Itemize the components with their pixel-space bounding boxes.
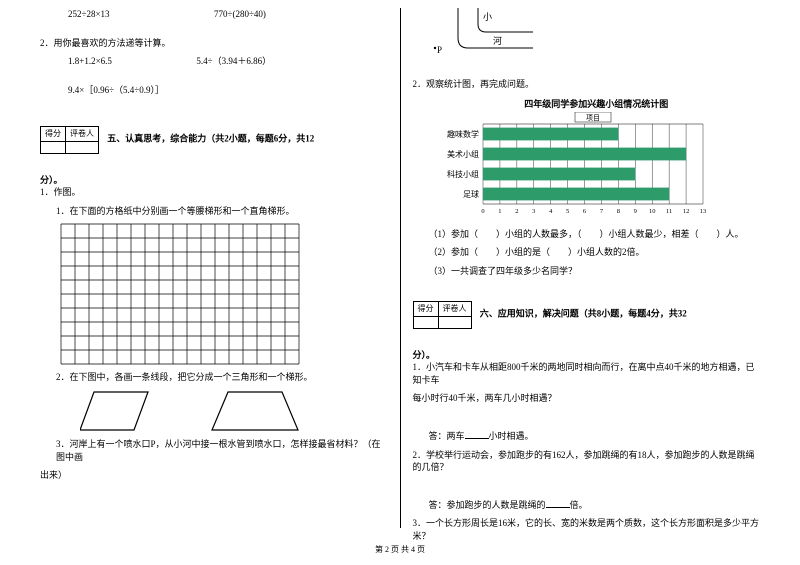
svg-text:13: 13 <box>699 208 706 215</box>
chart-q2: （2）参加（ ）小组的是（ ）小组人数的2倍。 <box>413 246 761 259</box>
left-column: 252÷28×13 770÷(280÷40) 2．用你最喜欢的方法递等计算。 1… <box>30 8 398 540</box>
svg-text:5: 5 <box>565 208 568 215</box>
svg-text:12: 12 <box>682 208 689 215</box>
column-divider <box>400 8 401 528</box>
river-diagram: 小 河 P <box>423 8 543 78</box>
calc-expr-1: 252÷28×13 <box>68 9 110 19</box>
svg-text:趣味数学: 趣味数学 <box>447 129 479 139</box>
svg-text:科技小组: 科技小组 <box>447 169 479 179</box>
q5-1a: 1．在下面的方格纸中分别画一个等腰梯形和一个直角梯形。 <box>40 205 388 218</box>
score-box-2: 得分评卷人 <box>413 301 472 328</box>
q6-1b: 每小时行40千米，两车几小时相遇？ <box>413 392 761 405</box>
q6-3: 3．一个长方形周长是16米，它的长、宽的米数是两个质数，这个长方形面积是多少平方… <box>413 517 761 542</box>
section6-row: 得分评卷人 六、应用知识，解决问题（共8小题，每题4分，共32 <box>413 301 761 328</box>
q5-1c: 3．河岸上有一个喷水口P，从小河中接一根水管到喷水口，怎样接最省材料？（在图中画 <box>40 438 388 463</box>
river-label-1: 小 <box>483 12 492 22</box>
grid-paper <box>60 223 300 365</box>
ans2: 答：参加跑步的人数是跳绳的倍。 <box>413 498 761 512</box>
section5-fen: 分）。 <box>40 175 63 185</box>
svg-text:美术小组: 美术小组 <box>447 149 479 159</box>
q2c: 9.4×［0.96÷（5.4÷0.9）］ <box>40 84 388 97</box>
chart-container: 四年级同学参加兴趣小组情况统计图 项目012345678910111213趣味数… <box>433 97 761 224</box>
score-label-2: 得分 <box>413 302 438 316</box>
svg-text:7: 7 <box>599 208 603 215</box>
section5-row: 得分评卷人 五、认真思考，综合能力（共2小题，每题6分，共12 <box>40 126 388 153</box>
svg-text:11: 11 <box>666 208 672 215</box>
point-p-label: P <box>437 45 442 55</box>
svg-text:6: 6 <box>582 208 586 215</box>
trapezoid-shape <box>210 390 300 432</box>
calc-row: 252÷28×13 770÷(280÷40) <box>40 8 388 21</box>
svg-text:9: 9 <box>633 208 636 215</box>
q2a: 1.8+1.2×6.5 <box>68 56 112 66</box>
chart-q1: （1）参加（ ）小组的人数最多，（ ）小组人数最少，相差（ ）人。 <box>413 228 761 241</box>
section6-fen: 分）。 <box>413 350 436 360</box>
ans1: 答：两车小时相遇。 <box>413 429 761 443</box>
q6-2: 2．学校举行运动会，参加跑步的有162人，参加跳绳的有18人，参加跑步的人数是跳… <box>413 449 761 474</box>
grader-label: 评卷人 <box>66 127 99 141</box>
parallelogram-shape <box>80 390 150 432</box>
chart-q3: （3）一共调查了四年级多少名同学？ <box>413 265 761 278</box>
q6-1a: 1．小汽车和卡车从相距800千米的两地同时相向而行，在离中点40千米的地方相遇，… <box>413 361 761 386</box>
chart-title: 四年级同学参加兴趣小组情况统计图 <box>433 97 761 110</box>
q5-1: 1．作图。 <box>40 186 388 199</box>
river-label-2: 河 <box>493 35 502 46</box>
svg-text:项目: 项目 <box>586 114 600 122</box>
svg-text:10: 10 <box>648 208 655 215</box>
section6-title: 六、应用知识，解决问题（共8小题，每题4分，共32 <box>480 309 687 319</box>
svg-text:2: 2 <box>515 208 518 215</box>
svg-text:0: 0 <box>481 208 484 215</box>
q2-text: 2．用你最喜欢的方法递等计算。 <box>40 37 388 50</box>
svg-text:4: 4 <box>549 208 553 215</box>
svg-text:足球: 足球 <box>463 189 479 199</box>
q5-1c2: 出来） <box>40 469 388 482</box>
q2b: 5.4÷（3.94＋6.86） <box>196 56 271 66</box>
shapes-row <box>40 390 388 432</box>
score-box: 得分评卷人 <box>40 126 99 153</box>
grader-label-2: 评卷人 <box>438 302 471 316</box>
section5-title: 五、认真思考，综合能力（共2小题，每题6分，共12 <box>107 134 314 144</box>
q2-sub: 1.8+1.2×6.5 5.4÷（3.94＋6.86） <box>40 55 388 68</box>
svg-text:3: 3 <box>532 208 535 215</box>
right-column: 小 河 P 2．观察统计图，再完成问题。 四年级同学参加兴趣小组情况统计图 项目… <box>403 8 771 540</box>
bar-chart: 项目012345678910111213趣味数学美术小组科技小组足球 <box>433 112 713 222</box>
q5-1b: 2．在下图中，各画一条线段，把它分成一个三角形和一个梯形。 <box>40 371 388 384</box>
q2-right: 2．观察统计图，再完成问题。 <box>413 78 761 91</box>
svg-text:1: 1 <box>498 208 501 215</box>
svg-text:8: 8 <box>616 208 619 215</box>
calc-expr-2: 770÷(280÷40) <box>214 9 266 19</box>
score-label: 得分 <box>41 127 66 141</box>
